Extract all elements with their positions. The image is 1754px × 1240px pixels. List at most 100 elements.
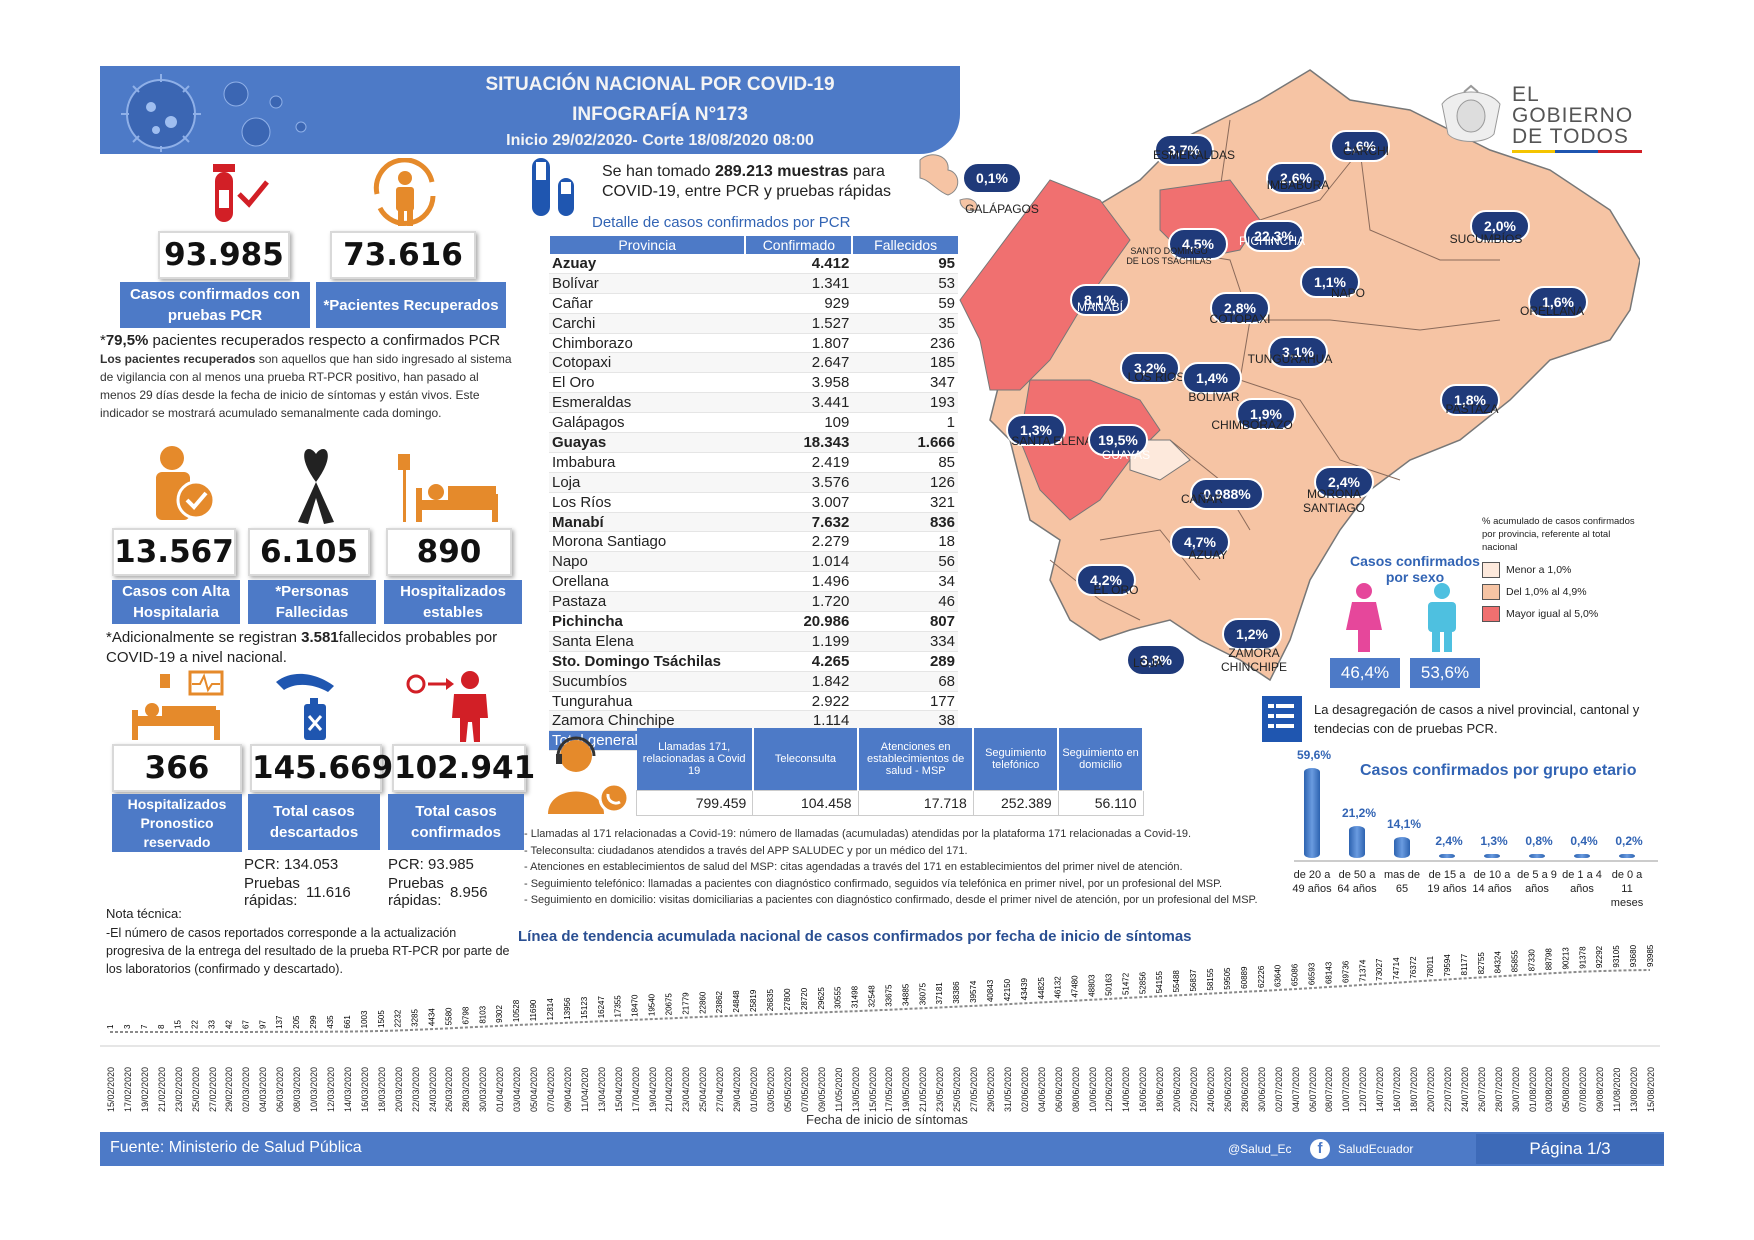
map-province-label: CHIMBORAZO — [1211, 418, 1293, 432]
hosp-stable-value: 890 — [386, 528, 512, 576]
trend-date-label: 11/04/2020 — [579, 1067, 590, 1112]
cell-deceased: 53 — [852, 273, 958, 294]
trend-value-label: 42150 — [1003, 978, 1012, 1001]
table-row: Imbabura 2.419 85 — [549, 452, 958, 473]
trend-value-label: 81177 — [1460, 953, 1469, 975]
legend-label: Del 1,0% al 4,9% — [1506, 586, 1587, 598]
trend-date-label: 06/07/2020 — [1307, 1066, 1318, 1112]
table-row: Azuay 4.412 95 — [549, 254, 958, 274]
cell-deceased: 59 — [852, 293, 958, 314]
trend-date-label: 29/05/2020 — [986, 1066, 996, 1112]
confirmed-patient-icon — [406, 671, 488, 742]
trend-value-label: 50163 — [1104, 973, 1113, 996]
map-province-label: LOS RÍOS — [1127, 370, 1185, 384]
calls-value-171: 799.459 — [635, 790, 754, 816]
facebook-handle[interactable]: SaludEcuador — [1338, 1142, 1414, 1156]
age-value-label: 2,4% — [1435, 834, 1463, 848]
cell-deceased: 321 — [852, 492, 958, 513]
trend-date-label: 04/07/2020 — [1290, 1066, 1301, 1112]
map-province-label: GALÁPAGOS — [965, 202, 1039, 216]
twitter-handle[interactable]: @Salud_Ec — [1228, 1142, 1292, 1156]
table-row: Galápagos 109 1 — [549, 412, 958, 434]
recovered-percentage-note: *79,5% pacientes recuperados respecto a … — [100, 332, 501, 349]
col-province: Provincia — [547, 236, 746, 254]
map-pct-pill: 4,7% — [1170, 526, 1230, 558]
cell-province: Sto. Domingo Tsáchilas — [549, 651, 746, 672]
trend-date-label: 10/07/2020 — [1341, 1066, 1352, 1112]
cell-confirmed: 3.576 — [745, 472, 853, 493]
deceased-label: *Personas Fallecidas — [248, 580, 376, 624]
cell-confirmed: 1.114 — [745, 710, 853, 732]
trend-value-label: 32548 — [868, 985, 877, 1008]
table-row: Tungurahua 2.922 177 — [549, 691, 958, 712]
trend-value-label: 65086 — [1291, 963, 1300, 986]
footer: Fuente: Ministerio de Salud Pública @Sal… — [100, 1132, 1664, 1166]
discharged-value: 13.567 — [112, 528, 236, 576]
trend-date-label: 01/08/2020 — [1527, 1066, 1538, 1112]
trend-value-label: 33675 — [884, 984, 893, 1007]
trend-value-label: 67 — [241, 1020, 250, 1029]
trend-value-label: 13956 — [563, 997, 572, 1020]
trend-value-label: 90213 — [1561, 947, 1570, 970]
cell-deceased: 68 — [852, 671, 958, 692]
trend-value-label: 8 — [157, 1024, 166, 1029]
age-category-label: de 20 a 49 años — [1292, 869, 1332, 895]
map-province-label: NAPO — [1330, 286, 1365, 300]
trend-date-label: 08/03/2020 — [292, 1066, 303, 1112]
cell-province: Bolívar — [549, 273, 746, 294]
table-row: Cañar 929 59 — [549, 293, 958, 314]
trend-value-label: 40843 — [986, 979, 995, 1002]
table-caption: Detalle de casos confirmados por PCR — [592, 214, 851, 231]
age-axis — [1294, 860, 1658, 862]
cell-confirmed: 1.014 — [745, 551, 853, 573]
map-province-label: COTOPAXI — [1209, 312, 1271, 326]
trend-value-label: 56837 — [1189, 969, 1198, 992]
calls-notes: - Llamadas al 171 relacionadas a Covid-1… — [524, 828, 1258, 906]
trend-date-label: 25/05/2020 — [952, 1066, 963, 1112]
technical-note-title: Nota técnica: — [106, 906, 182, 921]
trend-value-label: 22 — [191, 1020, 200, 1029]
trend-value-label: 58155 — [1206, 968, 1215, 991]
table-row: Esmeraldas 3.441 193 — [549, 392, 958, 414]
trend-value-label: 43439 — [1020, 978, 1029, 1001]
trend-date-label: 04/03/2020 — [258, 1066, 269, 1112]
legend-item: Del 1,0% al 4,9% — [1482, 584, 1587, 600]
legend-swatch — [1482, 584, 1500, 600]
calls-table: Llamadas 171, relacionadas a Covid 19 Te… — [635, 728, 1144, 816]
confirmed-total-label: Total casos confirmados — [388, 794, 524, 850]
trend-date-label: 22/03/2020 — [410, 1066, 421, 1112]
trend-date-label: 20/07/2020 — [1426, 1066, 1436, 1112]
cell-province: Carchi — [549, 313, 746, 334]
cell-deceased: 18 — [852, 531, 958, 553]
cell-deceased: 56 — [852, 551, 958, 573]
confirmed-total-value: 102.941 — [392, 744, 535, 792]
table-row: Pastaza 1.720 46 — [549, 591, 958, 613]
trend-date-label: 26/07/2020 — [1476, 1066, 1487, 1112]
cell-province: Pichincha — [549, 611, 746, 632]
trend-value-label: 92292 — [1595, 945, 1604, 968]
mourning-ribbon-icon — [298, 449, 334, 524]
map-province-label: MORONA SANTIAGO — [1302, 487, 1365, 515]
trend-value-label: 93680 — [1629, 944, 1638, 967]
age-value-label: 0,4% — [1570, 834, 1598, 848]
hosp-reserved-value: 366 — [112, 744, 242, 792]
map-province-label: IMBABURA — [1266, 178, 1330, 192]
cell-province: El Oro — [549, 372, 746, 394]
cell-confirmed: 3.958 — [745, 372, 853, 394]
trend-value-label: 25819 — [749, 989, 758, 1012]
trend-date-label: 29/04/2020 — [732, 1066, 743, 1112]
map-province-label: SUCUMBÍOS — [1449, 232, 1523, 246]
recovered-label: *Pacientes Recuperados — [316, 282, 506, 328]
cell-confirmed: 2.647 — [745, 352, 853, 374]
map-pct-pill: 1,9% — [1236, 398, 1296, 430]
trend-date-label: 30/07/2020 — [1510, 1066, 1521, 1112]
cell-deceased: 95 — [852, 254, 958, 274]
hospital-bed-icon — [398, 454, 498, 522]
map-province-label: CARCHI — [1342, 144, 1389, 158]
trend-date-label: 18/03/2020 — [376, 1066, 387, 1112]
trend-date-label: 03/04/2020 — [512, 1066, 523, 1112]
facebook-icon[interactable]: f — [1310, 1139, 1330, 1159]
trend-value-label: 18470 — [631, 994, 640, 1017]
samples-count: 289.213 — [714, 163, 773, 180]
female-icon — [1346, 583, 1382, 652]
